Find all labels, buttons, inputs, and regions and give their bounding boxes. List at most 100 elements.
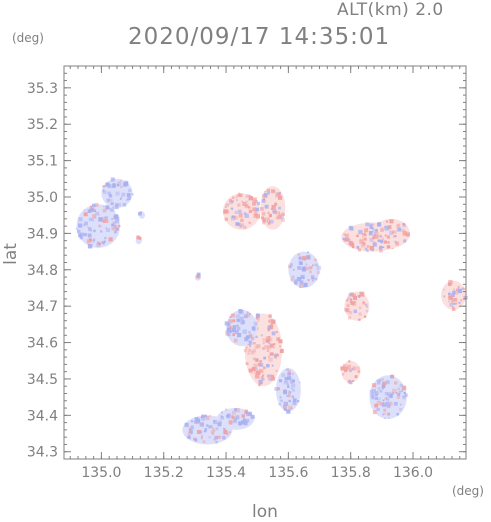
echo-cell	[253, 321, 258, 326]
echo-cell	[230, 313, 235, 318]
echo-cell	[403, 239, 407, 243]
echo-cell	[364, 303, 368, 307]
echo-cell	[228, 431, 231, 434]
echo-cell	[254, 345, 258, 349]
echo-cell	[345, 238, 349, 242]
echo-cell	[463, 287, 466, 290]
echo-cell	[122, 203, 127, 207]
echo-cell	[343, 307, 348, 312]
echo-cell	[86, 239, 91, 244]
echo-cell	[404, 393, 408, 397]
echo-region	[222, 192, 261, 230]
echo-cell	[252, 357, 256, 361]
echo-cell	[273, 210, 278, 215]
echo-cell	[396, 395, 401, 399]
echo-cell	[375, 396, 379, 401]
echo-cell	[249, 369, 252, 372]
x-tick-label: 135.4	[206, 465, 246, 481]
echo-cell	[343, 233, 346, 236]
echo-cell	[371, 395, 375, 400]
echo-cell	[196, 272, 201, 277]
echo-cell	[187, 435, 191, 439]
timestamp-title: 2020/09/17 14:35:01	[128, 24, 391, 50]
echo-cell	[277, 195, 283, 200]
echo-cell	[245, 346, 248, 349]
echo-cell	[453, 290, 459, 295]
echo-cell	[243, 313, 249, 319]
echo-cell	[102, 242, 105, 245]
echo-cell	[286, 409, 291, 414]
echo-cell	[225, 203, 229, 207]
echo-cell	[448, 292, 451, 296]
echo-cell	[252, 327, 256, 331]
echo-region	[372, 218, 410, 249]
echo-cell	[256, 370, 261, 375]
echo-cell	[401, 228, 405, 233]
echo-cell	[342, 373, 345, 376]
echo-cell	[252, 208, 256, 211]
echo-cell	[80, 232, 85, 237]
echo-cell	[271, 376, 276, 381]
y-tick-label: 34.3	[27, 445, 58, 461]
echo-cell	[403, 391, 406, 395]
echo-cell	[250, 336, 255, 341]
echo-cell	[266, 188, 271, 193]
echo-cell	[387, 241, 390, 244]
echo-cell	[122, 182, 128, 187]
echo-cell	[389, 374, 393, 378]
y-tick-label: 35.1	[27, 154, 58, 170]
echo-cell	[93, 229, 96, 233]
echo-cell	[231, 416, 235, 419]
echo-cell	[223, 209, 228, 214]
echo-cell	[119, 198, 122, 200]
echo-cell	[397, 227, 402, 232]
echo-cell	[271, 204, 276, 210]
echo-cell	[208, 436, 211, 439]
echo-cell	[223, 427, 226, 430]
echo-cell	[309, 270, 312, 274]
echo-cell	[366, 244, 370, 248]
echo-cell	[222, 435, 226, 440]
echo-cell	[402, 222, 406, 226]
echo-cell	[354, 375, 358, 379]
echo-cell	[253, 370, 258, 374]
echo-cell	[384, 226, 389, 231]
echo-cell	[257, 319, 260, 322]
echo-cell	[226, 432, 229, 436]
echo-cell	[108, 194, 113, 198]
echo-cell	[259, 369, 264, 374]
echo-cell	[248, 194, 251, 197]
echo-cell	[107, 184, 112, 189]
echo-cell	[397, 393, 401, 397]
echo-cell	[284, 408, 287, 411]
echo-cell	[283, 380, 288, 385]
echo-cell	[236, 318, 240, 323]
echo-cell	[237, 336, 239, 338]
echo-cell	[268, 374, 272, 378]
echo-cell	[105, 205, 110, 210]
echo-cell	[356, 245, 360, 249]
echo-cell	[110, 207, 115, 212]
echo-cell	[276, 337, 281, 341]
echo-cell	[311, 277, 314, 280]
echo-cell	[363, 233, 367, 236]
echo-cell	[105, 227, 107, 229]
echo-cell	[232, 319, 236, 323]
echo-cell	[117, 181, 122, 186]
echo-cell	[396, 412, 399, 416]
echo-cell	[360, 243, 366, 248]
echo-cell	[451, 293, 455, 298]
echo-cell	[345, 308, 350, 313]
echo-region	[288, 251, 322, 289]
echo-cell	[83, 233, 87, 237]
echo-cell	[271, 331, 276, 336]
echo-cell	[375, 393, 378, 397]
echo-cell	[381, 237, 385, 240]
echo-cell	[231, 328, 236, 333]
echo-cell	[213, 419, 218, 425]
echo-cell	[218, 420, 222, 424]
echo-cell	[131, 193, 134, 196]
echo-cell	[353, 301, 356, 304]
echo-cell	[250, 351, 255, 355]
echo-cell	[400, 403, 402, 406]
